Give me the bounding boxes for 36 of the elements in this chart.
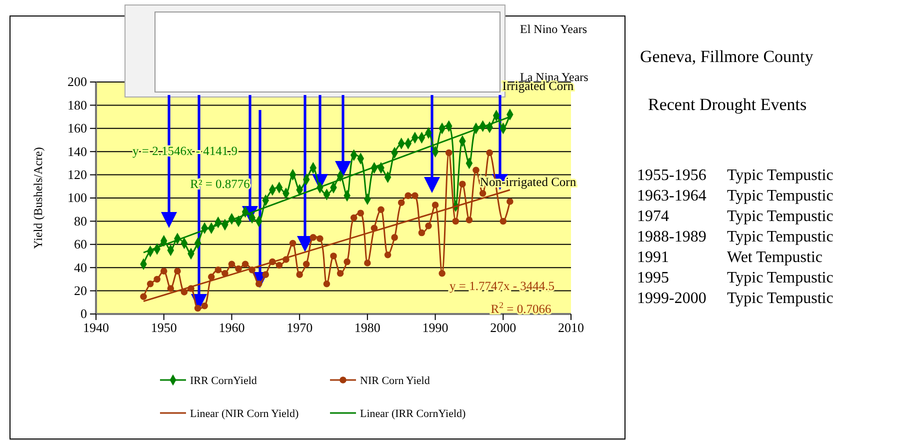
text: El Nino Years xyxy=(520,22,588,36)
text: Recent Drought Events xyxy=(648,95,807,114)
y-tick-label: 200 xyxy=(68,74,87,90)
text: 1991 Wet Tempustic xyxy=(637,249,822,266)
y-tick-label: 120 xyxy=(68,166,87,182)
x-tick-label: 1990 xyxy=(422,320,448,336)
y-tick-label: 100 xyxy=(68,190,87,206)
x-tick-label: 1940 xyxy=(83,320,109,336)
text: 1955-1956 Typic Tempustic xyxy=(637,167,834,184)
y-tick-label: 80 xyxy=(74,213,87,228)
x-tick-label: 1950 xyxy=(150,320,177,336)
x-tick-label: 1960 xyxy=(218,320,245,336)
y-tick-label: 140 xyxy=(68,144,87,159)
x-tick-label: 1970 xyxy=(286,320,313,336)
x-tick-label: 1980 xyxy=(354,320,380,336)
legend-label: Linear (IRR CornYield) xyxy=(360,408,466,420)
legend-label: IRR CornYield xyxy=(190,375,258,387)
text: 1995 Typic Tempustic xyxy=(637,270,834,286)
y-tick-label: 180 xyxy=(68,97,87,112)
y-tick-label: 60 xyxy=(74,236,87,252)
text: 1974 Typic Tempustic xyxy=(637,208,834,225)
x-tick-label: 2000 xyxy=(490,320,516,336)
text: 1963-1964 Typic Tempustic xyxy=(637,188,834,204)
y-tick-label: 160 xyxy=(68,120,87,136)
legend-label: NIR Corn Yield xyxy=(360,375,430,387)
annotation: R$^{2}$ = 0.7066 xyxy=(490,300,552,316)
text: 1999-2000 Typic Tempustic xyxy=(637,290,834,307)
y-tick-label: 40 xyxy=(74,260,87,275)
annotation: y = 1.7747x - 3444.5 xyxy=(450,279,554,293)
text: Geneva, Fillmore County xyxy=(640,47,814,66)
legend-label: Linear (NIR Corn Yield) xyxy=(190,408,299,420)
y-tick-label: 20 xyxy=(74,282,87,298)
x-tick-label: 2010 xyxy=(558,320,584,336)
y-tick-label: 0 xyxy=(80,306,87,322)
y-axis-title: Yield (Bushels/Acre) xyxy=(31,147,45,249)
text: 1988-1989 Typic Tempustic xyxy=(637,228,834,246)
